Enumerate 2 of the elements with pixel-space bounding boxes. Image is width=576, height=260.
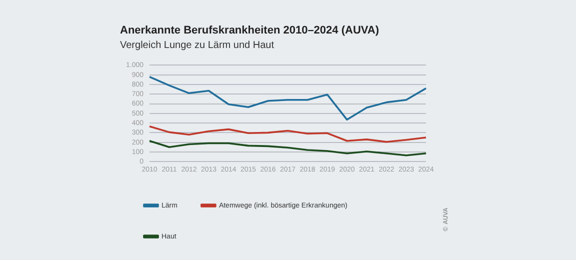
chart-title: Anerkannte Berufskrankheiten 2010–2024 (AUVA) — [120, 24, 380, 37]
chart-subtitle: Vergleich Lunge zu Lärm und Haut — [120, 40, 274, 51]
